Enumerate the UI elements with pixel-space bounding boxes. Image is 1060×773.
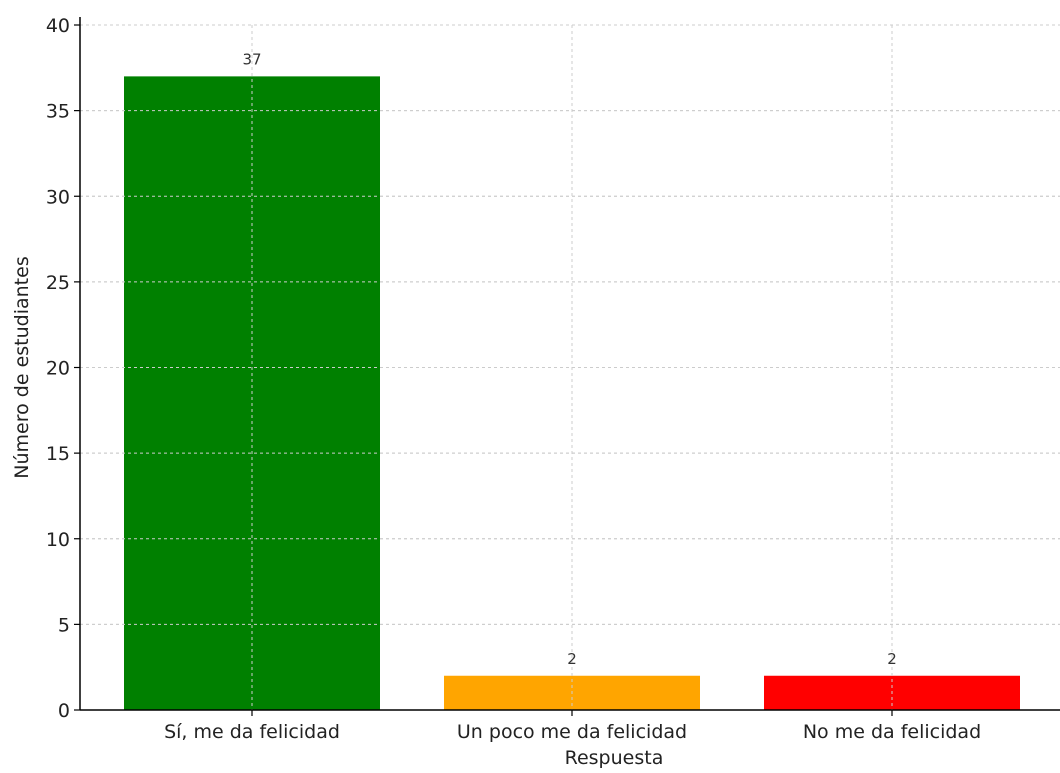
y-ticks: 0 5 10 15 20 25 30 35 40	[46, 15, 80, 722]
x-axis-title: Respuesta	[565, 747, 664, 769]
y-tick-label: 35	[46, 101, 70, 123]
y-tick-label: 0	[58, 700, 70, 722]
y-tick-label: 15	[46, 443, 70, 465]
axes	[79, 17, 1060, 711]
x-tick-label: Un poco me da felicidad	[457, 721, 687, 743]
x-ticks: Sí, me da felicidad Un poco me da felicid…	[164, 710, 981, 743]
x-tick-label: No me da felicidad	[803, 721, 981, 743]
data-label: 37	[242, 50, 261, 68]
y-tick-label: 5	[58, 614, 70, 636]
y-tick-label: 30	[46, 186, 70, 208]
bars	[80, 24, 1060, 711]
y-tick-label: 10	[46, 529, 70, 551]
data-label: 2	[567, 650, 577, 668]
data-labels: 37 2 2	[242, 50, 896, 667]
y-tick-label: 25	[46, 272, 70, 294]
x-tick-label: Sí, me da felicidad	[164, 721, 340, 743]
y-tick-label: 20	[46, 358, 70, 380]
y-tick-label: 40	[46, 15, 70, 37]
data-label: 2	[887, 650, 897, 668]
y-axis-title: Número de estudiantes	[11, 256, 33, 478]
